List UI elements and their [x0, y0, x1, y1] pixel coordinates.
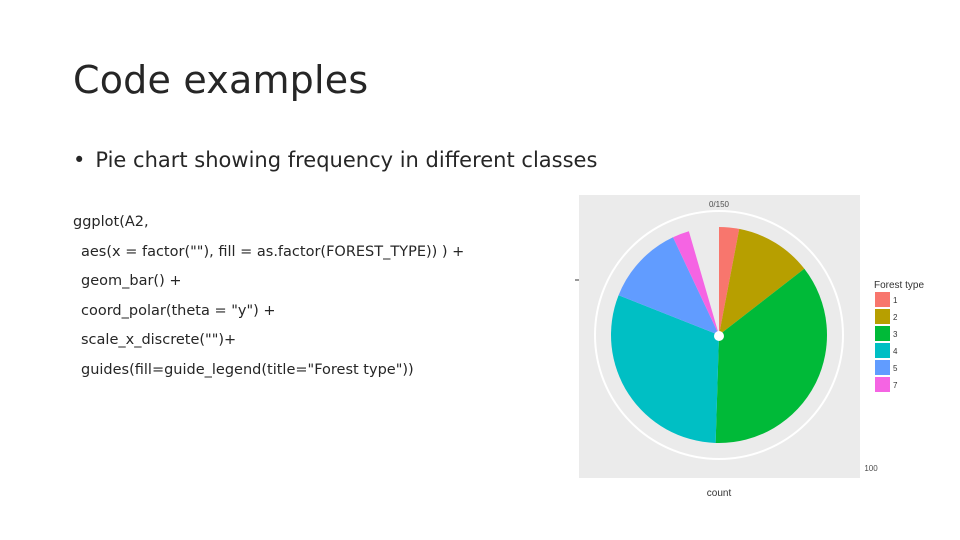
legend: 1 2 3 4 5 7	[875, 292, 898, 392]
axis-tick-label: 0/150	[709, 200, 730, 209]
x-axis-label: count	[707, 488, 732, 499]
bullet-point: • Pie chart showing frequency in differen…	[73, 148, 597, 172]
slide-title: Code examples	[73, 58, 369, 102]
pie-slice-2	[719, 228, 805, 335]
code-line: guides(fill=guide_legend(title="Forest t…	[81, 361, 414, 378]
legend-label-4: 4	[893, 347, 898, 356]
axis-tick-label: 100	[864, 464, 878, 473]
legend-swatch-4	[875, 343, 890, 358]
legend-label-7: 7	[893, 381, 898, 390]
pie-slice-3	[715, 268, 827, 443]
pie-slices	[611, 227, 827, 443]
code-line: coord_polar(theta = "y") +	[81, 302, 276, 319]
legend-title: Forest type	[874, 280, 924, 291]
bullet-text: Pie chart showing frequency in different…	[95, 148, 598, 172]
pie-slice-5	[618, 237, 719, 335]
legend-label-3: 3	[893, 330, 898, 339]
code-line: ggplot(A2,	[73, 214, 149, 230]
legend-label-1: 1	[893, 296, 898, 305]
pie-slice-4	[611, 295, 719, 443]
legend-swatch-5	[875, 360, 890, 375]
legend-label-2: 2	[893, 313, 898, 322]
legend-swatch-2	[875, 309, 890, 324]
code-line: scale_x_discrete("")+	[81, 332, 237, 348]
legend-swatch-3	[875, 326, 890, 341]
legend-swatch-7	[875, 377, 890, 392]
code-line: aes(x = factor(""), fill = as.factor(FOR…	[81, 243, 465, 260]
code-line: geom_bar() +	[81, 273, 182, 289]
legend-swatch-1	[875, 292, 890, 307]
bullet-dot: •	[73, 148, 86, 172]
polar-grid-circle	[594, 210, 844, 460]
legend-label-5: 5	[893, 364, 898, 373]
pie-slice-1	[719, 227, 740, 335]
pie-slice-7	[673, 231, 719, 335]
code-block: ggplot(A2, aes(x = factor(""), fill = as…	[73, 214, 464, 391]
center-dot	[714, 331, 724, 341]
